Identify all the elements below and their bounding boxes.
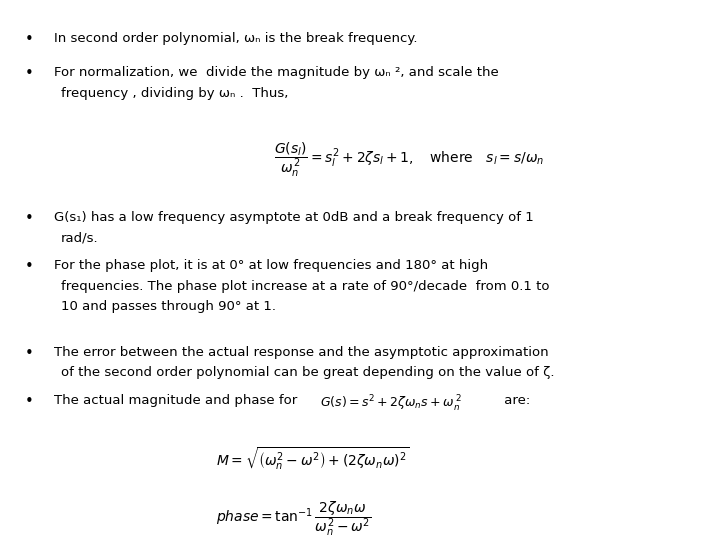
Text: The actual magnitude and phase for: The actual magnitude and phase for <box>54 394 302 407</box>
Text: •: • <box>25 32 34 48</box>
Text: For normalization, we  divide the magnitude by ωₙ ², and scale the: For normalization, we divide the magnitu… <box>54 66 499 79</box>
Text: •: • <box>25 66 34 81</box>
Text: G(s₁) has a low frequency asymptote at 0dB and a break frequency of 1: G(s₁) has a low frequency asymptote at 0… <box>54 211 534 224</box>
Text: For the phase plot, it is at 0° at low frequencies and 180° at high: For the phase plot, it is at 0° at low f… <box>54 259 488 272</box>
Text: The error between the actual response and the asymptotic approximation: The error between the actual response an… <box>54 346 549 359</box>
Text: $\dfrac{G(s_l)}{\omega_n^{\,2}} = s_l^2 + 2\zeta s_l + 1, \quad \mathrm{where} \: $\dfrac{G(s_l)}{\omega_n^{\,2}} = s_l^2 … <box>274 140 544 179</box>
Text: •: • <box>25 394 34 409</box>
Text: $G(s) = s^2 + 2\zeta\omega_n s + \omega_n^{\,2}$: $G(s) = s^2 + 2\zeta\omega_n s + \omega_… <box>320 394 462 414</box>
Text: •: • <box>25 211 34 226</box>
Text: rad/s.: rad/s. <box>61 231 99 244</box>
Text: frequency , dividing by ωₙ .  Thus,: frequency , dividing by ωₙ . Thus, <box>61 87 289 100</box>
Text: $phase = \tan^{-1} \dfrac{2\zeta\omega_n\omega}{\omega_n^2 - \omega^2}$: $phase = \tan^{-1} \dfrac{2\zeta\omega_n… <box>216 500 372 538</box>
Text: of the second order polynomial can be great depending on the value of ζ.: of the second order polynomial can be gr… <box>61 366 554 379</box>
Text: •: • <box>25 259 34 274</box>
Text: are:: are: <box>500 394 531 407</box>
Text: frequencies. The phase plot increase at a rate of 90°/decade  from 0.1 to: frequencies. The phase plot increase at … <box>61 280 549 293</box>
Text: $M = \sqrt{\left(\omega_n^2 - \omega^2\right) + (2\zeta\omega_n\omega)^2}$: $M = \sqrt{\left(\omega_n^2 - \omega^2\r… <box>216 446 410 472</box>
Text: 10 and passes through 90° at 1.: 10 and passes through 90° at 1. <box>61 300 276 313</box>
Text: In second order polynomial, ωₙ is the break frequency.: In second order polynomial, ωₙ is the br… <box>54 32 418 45</box>
Text: •: • <box>25 346 34 361</box>
